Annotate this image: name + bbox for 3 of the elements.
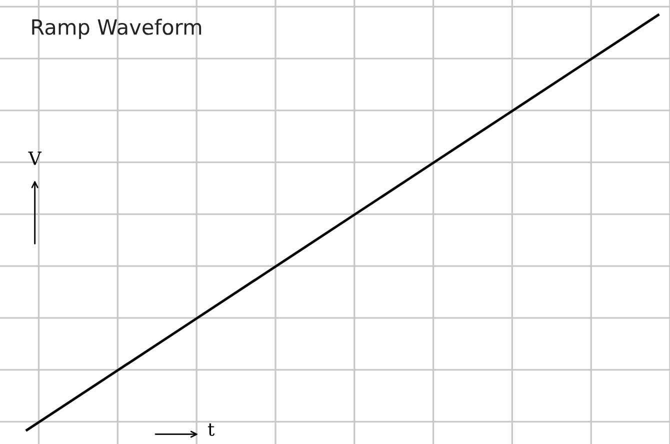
x-axis-title: t: [208, 423, 215, 436]
y-axis-title: V: [28, 152, 42, 165]
chart-title: Ramp Waveform: [32, 18, 202, 39]
